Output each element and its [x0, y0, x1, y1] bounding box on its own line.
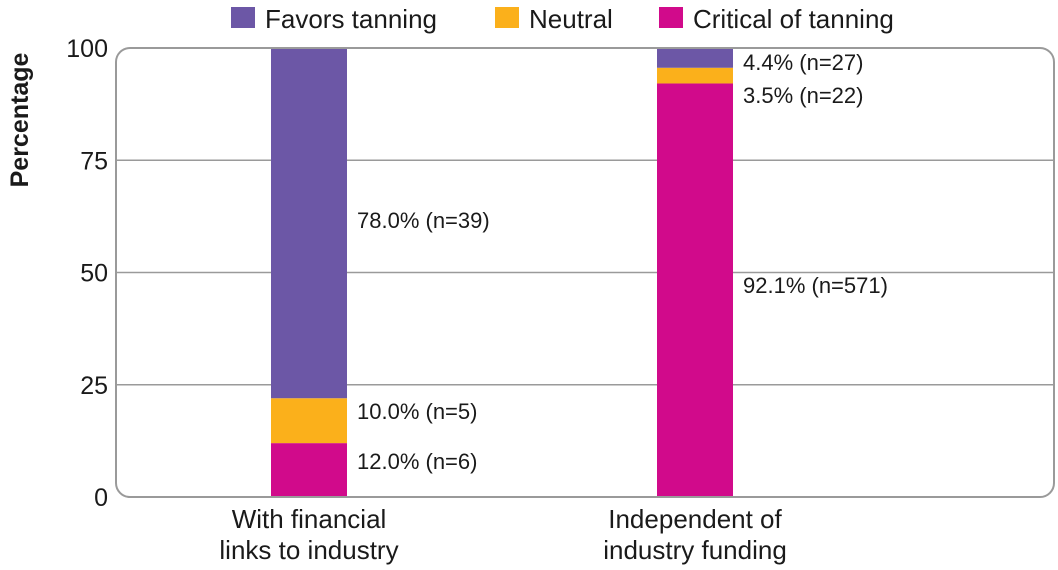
data-label-2-critical-of-tanning: 92.1% (n=571) [743, 273, 888, 298]
data-labels: 12.0% (n=6) 10.0% (n=5) 78.0% (n=39) 92.1% … [357, 50, 888, 474]
legend-swatch-favors-tanning [231, 7, 255, 28]
data-label-1-neutral: 10.0% (n=5) [357, 399, 477, 424]
y-tick-100: 100 [66, 35, 108, 63]
legend-label-favors-tanning: Favors tanning [265, 4, 437, 34]
legend: Favors tanning Neutral Critical of tanning [231, 4, 894, 34]
y-tick-50: 50 [80, 260, 108, 288]
legend-label-neutral: Neutral [529, 4, 613, 34]
bar-2-critical-of-tanning [657, 83, 733, 497]
bar-1-favors-tanning [271, 48, 347, 399]
category-label-1-line-1: With financial [232, 504, 387, 534]
legend-label-critical-of-tanning: Critical of tanning [693, 4, 894, 34]
bars [271, 48, 733, 497]
y-tick-25: 25 [80, 372, 108, 400]
category-label-2-line-2: industry funding [603, 535, 787, 565]
bar-1-critical-of-tanning [271, 443, 347, 497]
plot-frame [115, 47, 1055, 498]
data-label-2-favors-tanning: 4.4% (n=27) [743, 50, 863, 75]
bar-2-favors-tanning [657, 48, 733, 68]
data-label-2-neutral: 3.5% (n=22) [743, 83, 863, 108]
y-tick-labels: 0 25 50 75 100 [66, 35, 108, 512]
legend-swatch-critical-of-tanning [659, 7, 683, 28]
bar-2-neutral [657, 67, 733, 84]
legend-swatch-neutral [495, 7, 519, 28]
bar-1-neutral [271, 398, 347, 444]
gridlines [116, 159, 1054, 386]
y-tick-0: 0 [94, 484, 108, 512]
category-label-2-line-1: Independent of [608, 504, 782, 534]
data-label-1-favors-tanning: 78.0% (n=39) [357, 208, 490, 233]
y-tick-75: 75 [80, 147, 108, 175]
data-label-1-critical-of-tanning: 12.0% (n=6) [357, 449, 477, 474]
y-axis-label: Percentage [6, 53, 34, 188]
category-label-1-line-2: links to industry [219, 535, 398, 565]
